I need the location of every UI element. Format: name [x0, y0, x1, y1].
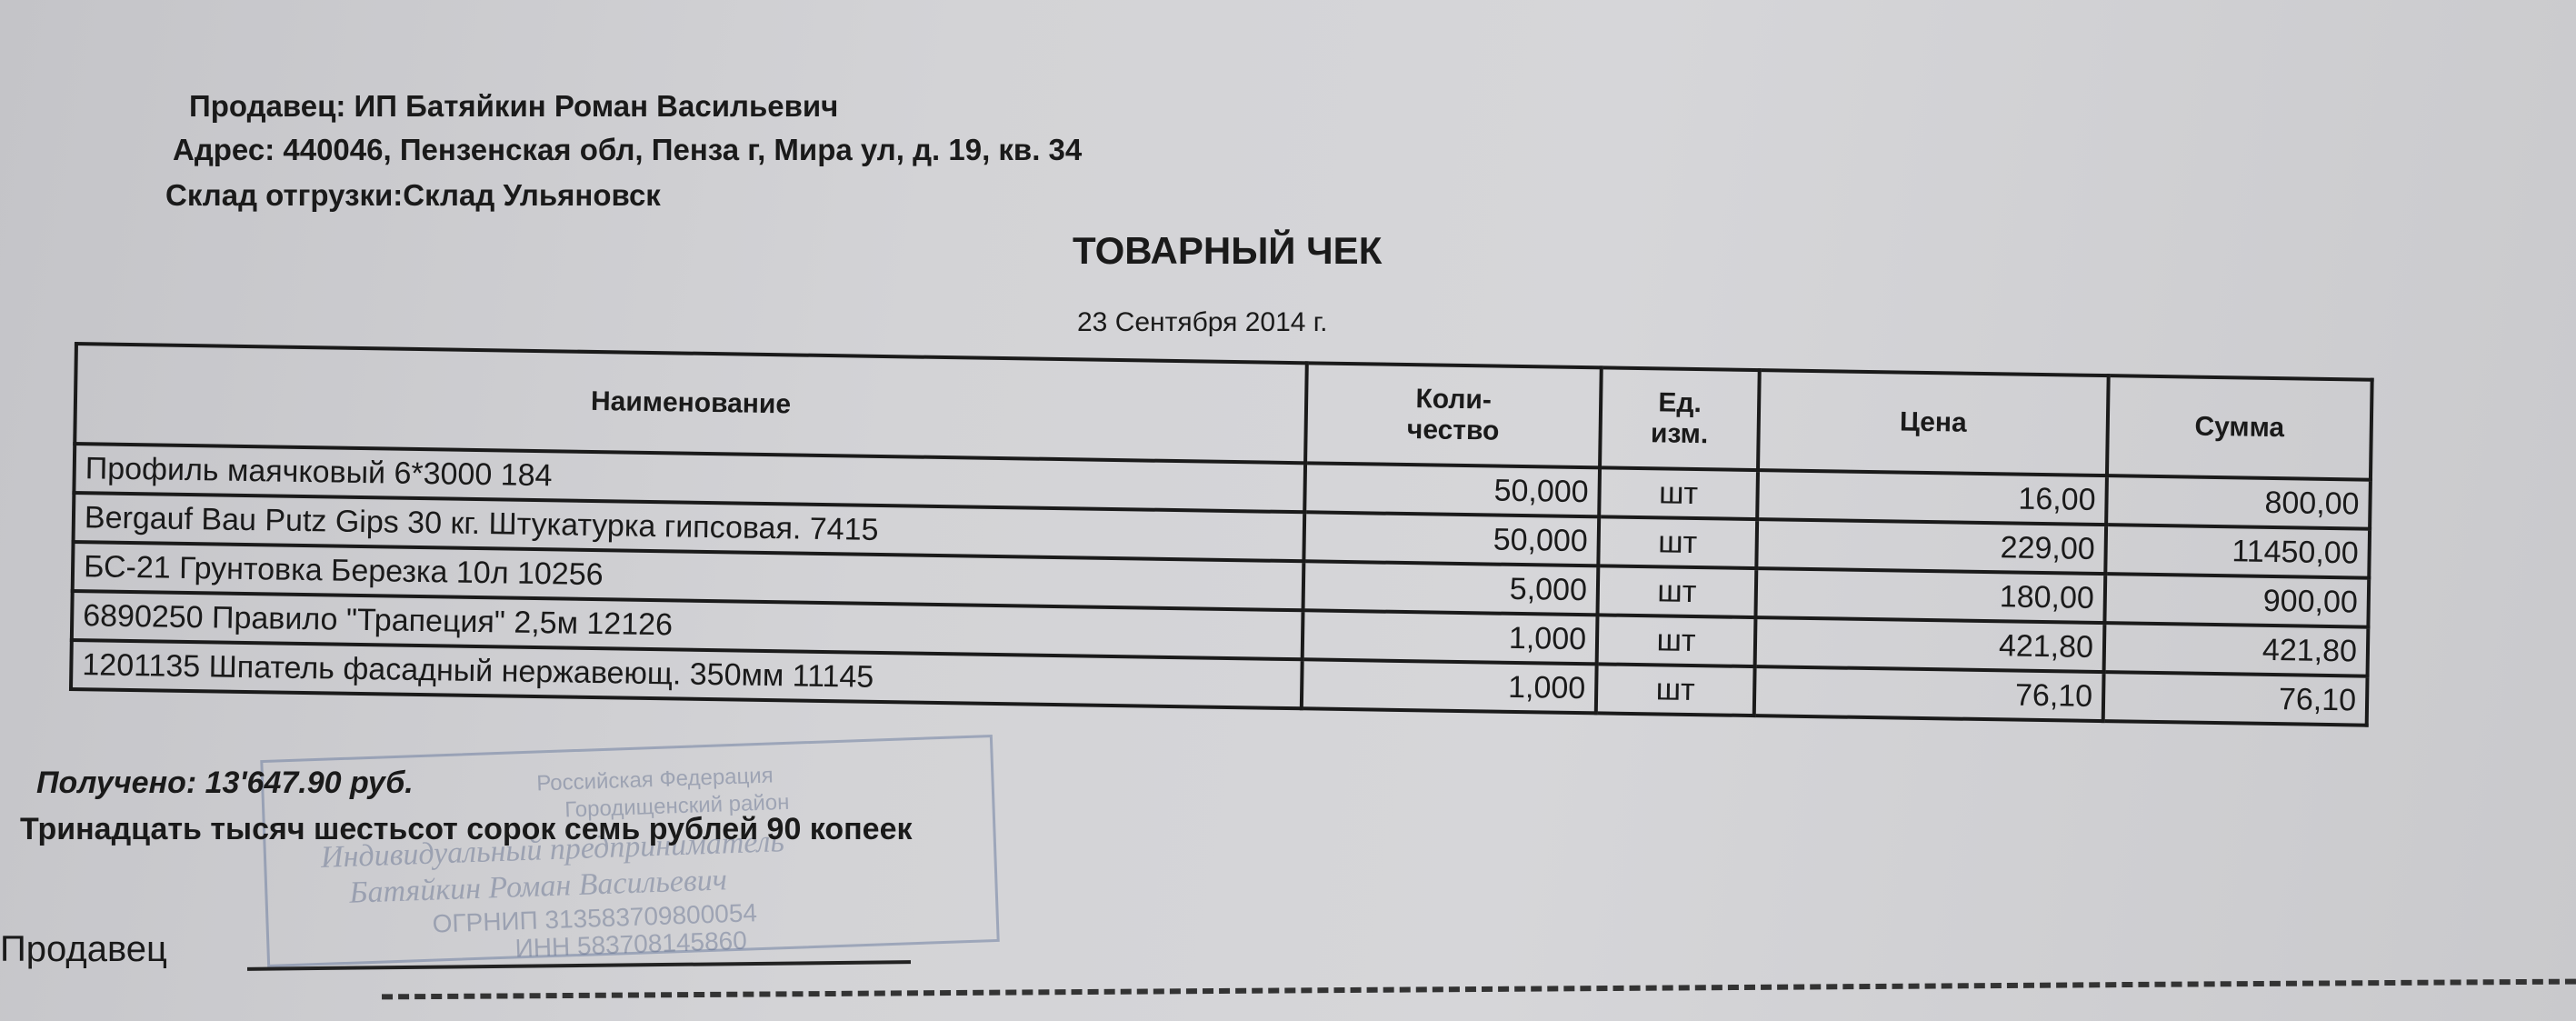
- address-line: Адрес: 440046, Пензенская обл, Пенза г, …: [173, 133, 1083, 166]
- cell-qty: 50,000: [1304, 463, 1601, 517]
- cell-price: 229,00: [1756, 519, 2107, 575]
- cell-sum: 76,10: [2102, 672, 2368, 726]
- cell-unit: шт: [1598, 516, 1758, 569]
- col-name-header: Наименование: [75, 344, 1307, 464]
- cell-unit: шт: [1597, 566, 1757, 618]
- cell-sum: 421,80: [2103, 623, 2369, 676]
- cell-unit: шт: [1599, 467, 1759, 520]
- document-title: ТОВАРНЫЙ ЧЕК: [1073, 229, 1383, 272]
- cell-sum: 900,00: [2104, 574, 2370, 627]
- cell-price: 16,00: [1757, 470, 2107, 526]
- cell-qty: 50,000: [1303, 512, 1600, 566]
- seller-line: Продавец: ИП Батяйкин Роман Васильевич: [189, 89, 839, 123]
- cell-qty: 1,000: [1302, 610, 1598, 665]
- cell-sum: 11450,00: [2105, 525, 2371, 578]
- cell-qty: 1,000: [1301, 659, 1597, 714]
- cut-line: [382, 978, 2576, 1000]
- col-qty-header: Коли- чество: [1305, 363, 1602, 468]
- warehouse-line: Склад отгрузки:Склад Ульяновск: [165, 178, 661, 212]
- col-unit-header: Ед. изм.: [1600, 367, 1760, 471]
- document-date: 23 Сентября 2014 г.: [1077, 307, 1328, 337]
- cell-price: 180,00: [1755, 568, 2106, 624]
- received-amount: Получено: 13'647.90 руб.: [36, 766, 414, 800]
- amount-in-words: Тринадцать тысяч шестьсот сорок семь руб…: [20, 812, 913, 846]
- cell-unit: шт: [1595, 664, 1755, 716]
- cell-sum: 800,00: [2106, 475, 2371, 529]
- cell-qty: 5,000: [1303, 561, 1599, 616]
- cell-price: 421,80: [1754, 617, 2105, 673]
- signature-label: Продавец: [0, 929, 167, 969]
- col-price-header: Цена: [1758, 370, 2109, 476]
- cell-unit: шт: [1596, 615, 1756, 667]
- items-table: Наименование Коли- чество Ед. изм. Цена …: [69, 342, 2374, 727]
- cell-price: 76,10: [1753, 666, 2104, 722]
- col-sum-header: Сумма: [2106, 375, 2372, 480]
